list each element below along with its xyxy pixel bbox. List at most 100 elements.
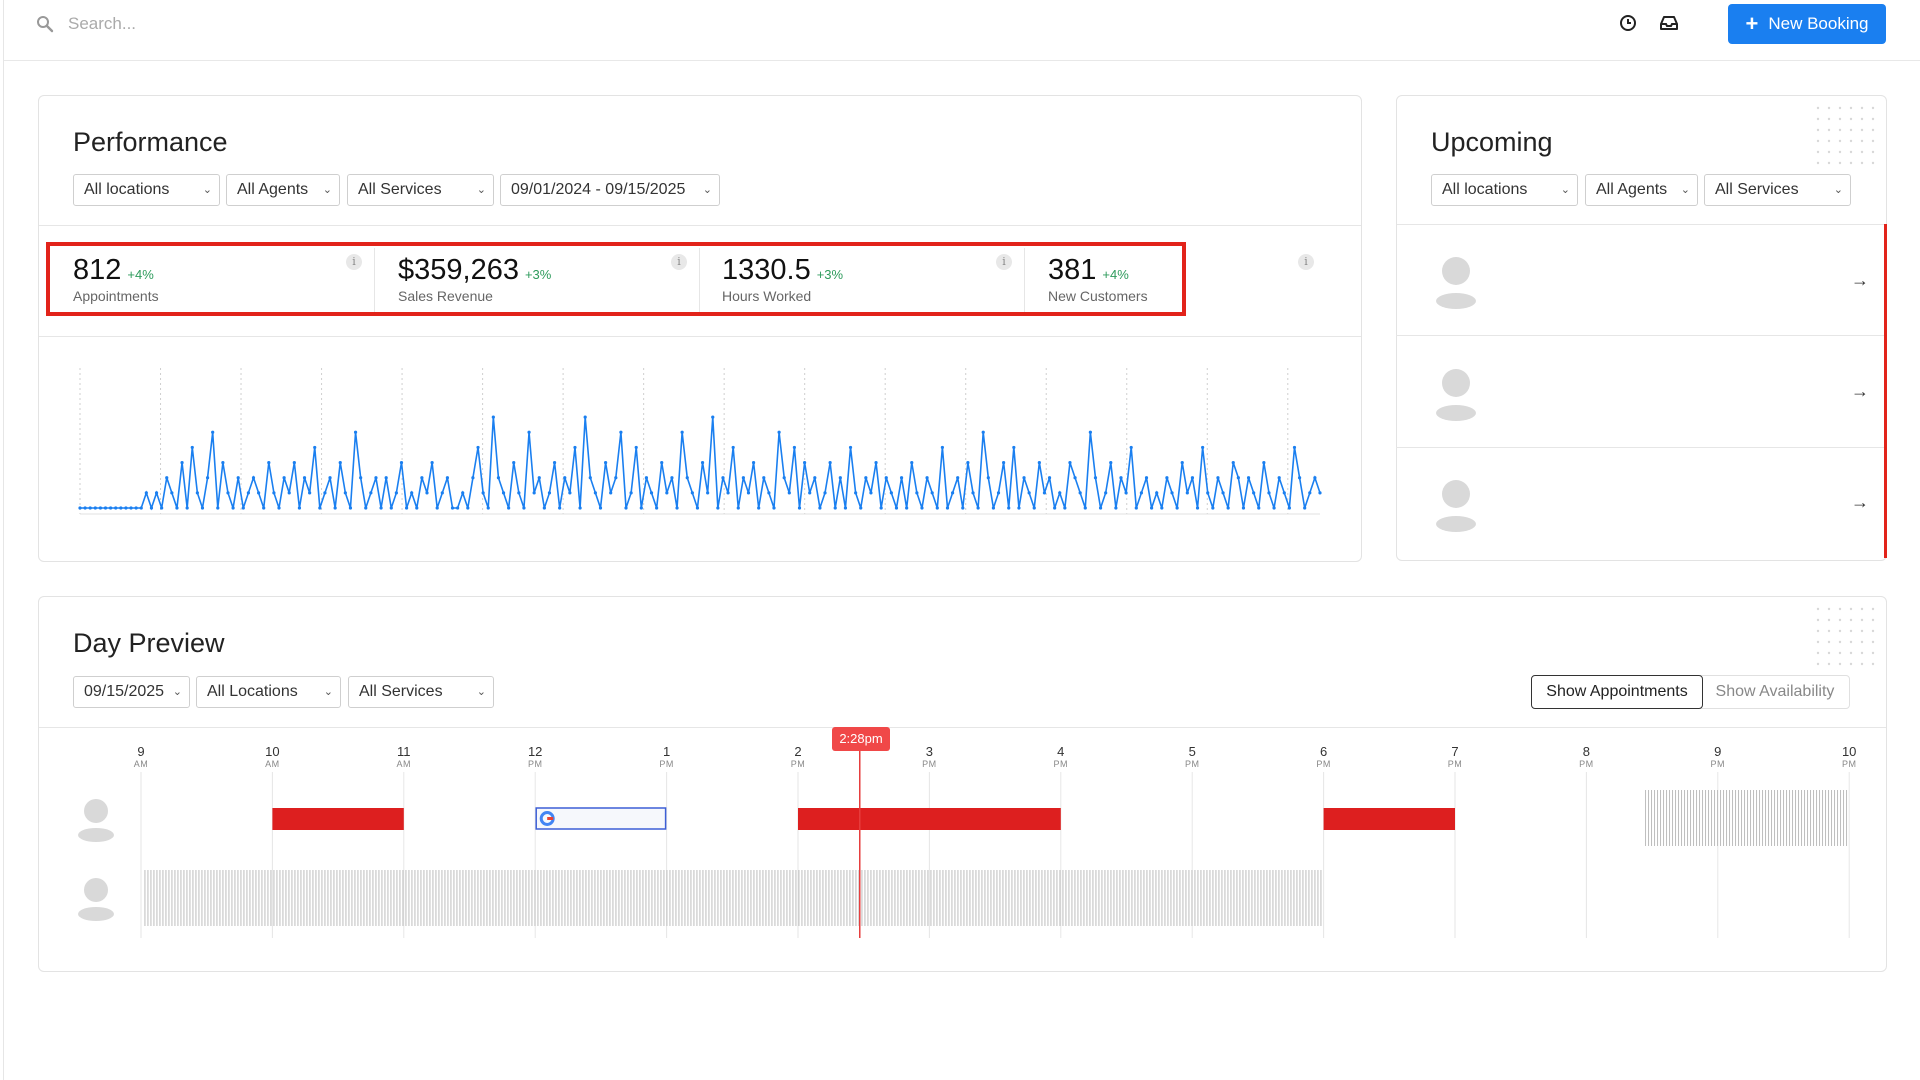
chart-point (399, 460, 404, 465)
performance-service-filter[interactable]: All Services ⌄ (347, 174, 494, 206)
chart-point (874, 460, 878, 465)
performance-date-range-filter[interactable]: 09/01/2024 - 09/15/2025 ⌄ (500, 174, 720, 206)
appointment-block[interactable] (1323, 808, 1455, 830)
avatar-icon (1436, 369, 1476, 421)
chart-point (1134, 506, 1138, 510)
day-preview-date-filter[interactable]: 09/15/2025 ⌄ (73, 676, 190, 708)
day-preview-service-filter[interactable]: All Services ⌄ (348, 676, 494, 708)
appointment-block[interactable] (798, 808, 1061, 830)
appointment-block[interactable] (272, 808, 404, 830)
chart-point (292, 460, 296, 465)
new-booking-button[interactable]: + New Booking (1728, 4, 1886, 44)
day-preview-location-filter[interactable]: All Locations ⌄ (196, 676, 341, 708)
performance-agent-filter[interactable]: All Agents ⌄ (226, 174, 340, 206)
chart-point (1129, 445, 1133, 450)
decorative-dot (1860, 640, 1864, 644)
inbox-icon[interactable] (1658, 12, 1680, 34)
chart-point (568, 491, 572, 495)
arrow-right-icon[interactable]: → (1851, 492, 1869, 512)
stat-appointments: 812 +4% Appointments (73, 254, 159, 310)
chart-point (1297, 476, 1302, 480)
decorative-dot (1838, 629, 1842, 633)
chart-point (634, 445, 638, 450)
decorative-dot (1860, 128, 1864, 132)
hour-label: 1 PM (647, 744, 687, 769)
hour-label: 12 PM (515, 744, 555, 769)
clock-icon[interactable] (1617, 12, 1639, 34)
filter-label: All Agents (237, 181, 309, 198)
upcoming-item[interactable]: → (1396, 448, 1884, 559)
upcoming-agent-filter[interactable]: All Agents ⌄ (1585, 174, 1698, 206)
decorative-dot (1871, 161, 1875, 165)
chart-point (552, 460, 557, 465)
arrow-right-icon[interactable]: → (1851, 381, 1869, 401)
upcoming-item[interactable]: → (1396, 337, 1884, 448)
upcoming-item[interactable]: → (1396, 225, 1884, 336)
decorative-dot (1838, 106, 1842, 110)
show-appointments-toggle[interactable]: Show Appointments (1531, 675, 1703, 709)
hour-label: 9 AM (121, 744, 161, 769)
hour-period: PM (1710, 759, 1726, 769)
stat-label: Appointments (73, 288, 159, 304)
decorative-dot (1871, 640, 1875, 644)
chart-point (1292, 445, 1297, 450)
chart-point (588, 476, 592, 480)
decorative-dot (1849, 640, 1853, 644)
info-icon[interactable]: i (1298, 254, 1314, 270)
chart-point (1246, 476, 1251, 480)
chart-point (1236, 476, 1240, 480)
info-icon[interactable]: i (346, 254, 362, 270)
chevron-down-icon: ⌄ (323, 686, 333, 698)
decorative-dot (1827, 629, 1831, 633)
google-calendar-event[interactable] (535, 807, 667, 830)
chart-point (609, 491, 613, 495)
chart-point (624, 506, 628, 510)
decorative-dot (1849, 607, 1853, 611)
hour-period: PM (1447, 759, 1463, 769)
chart-point (803, 460, 807, 465)
hour-period: PM (1316, 759, 1331, 769)
upcoming-service-filter[interactable]: All Services ⌄ (1704, 174, 1851, 206)
chart-point (680, 430, 684, 434)
search-bar[interactable] (36, 10, 536, 38)
show-availability-toggle[interactable]: Show Availability (1700, 675, 1850, 709)
chart-point (1098, 506, 1103, 510)
new-booking-label: New Booking (1768, 14, 1869, 33)
decorative-dot (1816, 139, 1820, 143)
chart-point (1287, 506, 1291, 510)
hour-number: 9 (1714, 744, 1722, 759)
hour-label: 9 PM (1698, 744, 1738, 769)
chart-point (216, 506, 220, 510)
hour-period: PM (1841, 759, 1857, 769)
chart-point (854, 491, 858, 495)
search-input[interactable] (68, 14, 468, 34)
chart-point (211, 430, 215, 434)
arrow-right-icon[interactable]: → (1851, 270, 1869, 290)
chart-point (1124, 491, 1128, 495)
hour-period: PM (790, 759, 806, 769)
performance-chart (78, 368, 1322, 515)
chart-point (129, 506, 133, 510)
chart-point (716, 506, 720, 510)
chart-point (318, 506, 322, 510)
performance-location-filter[interactable]: All locations ⌄ (73, 174, 220, 206)
chart-point (986, 476, 990, 480)
chart-point (1078, 491, 1082, 495)
info-icon[interactable]: i (996, 254, 1012, 270)
chart-point (369, 491, 373, 495)
chart-point (1093, 476, 1098, 480)
chart-point (496, 476, 501, 480)
chart-point (1012, 445, 1016, 450)
chart-point (461, 491, 465, 495)
upcoming-location-filter[interactable]: All locations ⌄ (1431, 174, 1578, 206)
chart-series-line (80, 417, 1321, 511)
chart-point (241, 506, 245, 510)
chart-point (1139, 491, 1143, 495)
info-icon[interactable]: i (671, 254, 687, 270)
chart-point (833, 506, 837, 510)
chart-point (1257, 506, 1261, 510)
chart-point (297, 506, 302, 510)
chart-point (88, 506, 92, 510)
stat-label: New Customers (1048, 288, 1148, 304)
chart-point (205, 476, 210, 480)
